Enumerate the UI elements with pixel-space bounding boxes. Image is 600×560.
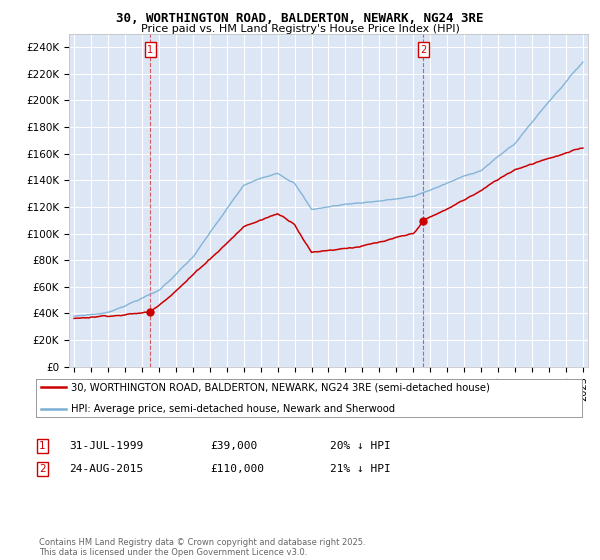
Text: 31-JUL-1999: 31-JUL-1999 [69,441,143,451]
Text: £110,000: £110,000 [210,464,264,474]
Text: 30, WORTHINGTON ROAD, BALDERTON, NEWARK, NG24 3RE: 30, WORTHINGTON ROAD, BALDERTON, NEWARK,… [116,12,484,25]
Text: 2: 2 [420,45,427,54]
Text: 2: 2 [39,464,46,474]
Text: 24-AUG-2015: 24-AUG-2015 [69,464,143,474]
Text: Contains HM Land Registry data © Crown copyright and database right 2025.
This d: Contains HM Land Registry data © Crown c… [39,538,365,557]
Text: 30, WORTHINGTON ROAD, BALDERTON, NEWARK, NG24 3RE (semi-detached house): 30, WORTHINGTON ROAD, BALDERTON, NEWARK,… [71,382,490,393]
Text: 20% ↓ HPI: 20% ↓ HPI [330,441,391,451]
Text: HPI: Average price, semi-detached house, Newark and Sherwood: HPI: Average price, semi-detached house,… [71,404,395,414]
Text: 1: 1 [148,45,154,54]
Text: 1: 1 [39,441,46,451]
Text: Price paid vs. HM Land Registry's House Price Index (HPI): Price paid vs. HM Land Registry's House … [140,24,460,34]
Text: 21% ↓ HPI: 21% ↓ HPI [330,464,391,474]
Text: £39,000: £39,000 [210,441,257,451]
